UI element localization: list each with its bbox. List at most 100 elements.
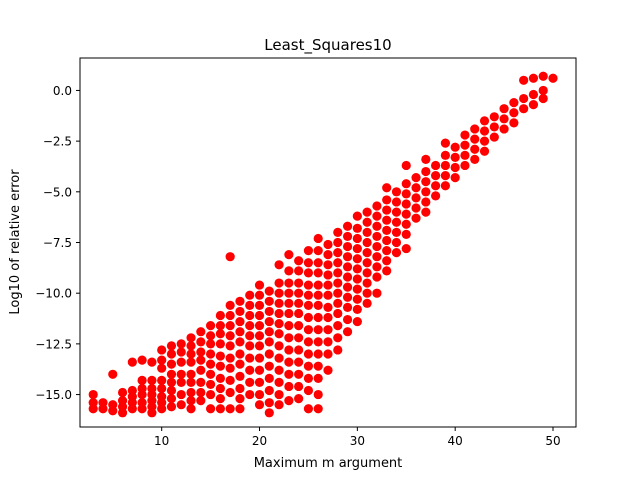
data-point	[479, 126, 490, 136]
data-point	[176, 369, 186, 379]
data-point	[391, 217, 402, 227]
data-point	[303, 280, 314, 290]
y-tick-label: 0.0	[53, 84, 72, 98]
data-point	[342, 252, 353, 262]
data-point	[450, 162, 460, 173]
data-point	[372, 252, 382, 262]
data-point	[313, 280, 323, 290]
data-point	[313, 404, 323, 414]
data-point	[166, 359, 177, 369]
data-point	[372, 262, 382, 272]
data-point	[352, 243, 362, 254]
data-point	[166, 377, 177, 387]
data-point	[333, 333, 343, 343]
data-point	[431, 191, 441, 201]
data-point	[294, 345, 304, 355]
data-point	[440, 181, 450, 191]
data-point	[401, 179, 411, 189]
y-tick-label: −5.0	[43, 185, 72, 199]
data-point	[245, 321, 255, 331]
y-axis-label: Log10 of relative error	[8, 169, 23, 315]
data-point	[391, 227, 402, 237]
data-point	[313, 312, 323, 323]
data-point	[421, 154, 431, 164]
data-point	[274, 288, 284, 298]
data-point	[519, 75, 529, 85]
data-point	[372, 231, 382, 242]
y-tick-label: −2.5	[43, 135, 72, 149]
data-point	[313, 268, 323, 278]
data-point	[254, 353, 265, 363]
x-tick-label: 30	[350, 434, 365, 448]
data-points	[88, 71, 558, 418]
data-point	[294, 308, 304, 319]
data-point	[440, 138, 450, 148]
data-point	[215, 351, 225, 361]
data-point	[176, 339, 186, 349]
data-point	[196, 387, 206, 398]
data-point	[245, 300, 255, 310]
data-point	[254, 389, 265, 400]
data-point	[313, 325, 323, 335]
data-point	[333, 288, 343, 298]
data-point	[352, 294, 362, 304]
data-point	[196, 337, 206, 347]
data-point	[98, 404, 108, 414]
data-point	[313, 300, 323, 310]
data-point	[176, 377, 186, 387]
data-point	[323, 337, 333, 347]
data-point	[294, 288, 304, 298]
data-point	[499, 124, 509, 134]
data-point	[284, 288, 294, 298]
data-point	[528, 89, 539, 100]
data-point	[382, 215, 392, 225]
data-point	[450, 173, 460, 183]
data-point	[362, 207, 372, 217]
data-point	[333, 308, 343, 319]
data-point	[264, 327, 274, 337]
data-point	[421, 177, 431, 187]
data-point	[333, 268, 343, 278]
data-point	[323, 302, 333, 312]
data-point	[235, 316, 245, 327]
data-point	[127, 357, 137, 367]
data-point	[323, 239, 333, 250]
data-point	[137, 404, 147, 414]
data-point	[342, 262, 353, 272]
data-point	[538, 85, 548, 96]
data-point	[196, 327, 206, 337]
data-point	[215, 383, 225, 394]
data-point	[245, 290, 255, 300]
data-point	[342, 231, 353, 242]
data-point	[352, 233, 362, 244]
data-point	[225, 321, 235, 331]
data-point	[489, 112, 499, 122]
data-point	[431, 160, 441, 171]
data-point	[264, 286, 274, 296]
data-point	[196, 347, 206, 357]
data-point	[254, 300, 265, 310]
data-point	[479, 136, 490, 146]
data-point	[235, 349, 245, 359]
data-point	[401, 229, 411, 239]
data-point	[176, 389, 186, 400]
data-point	[284, 278, 294, 288]
data-point	[274, 329, 284, 339]
data-point	[274, 298, 284, 308]
data-point	[284, 333, 294, 343]
data-point	[391, 237, 402, 248]
data-point	[401, 209, 411, 219]
data-point	[372, 201, 382, 211]
data-point	[362, 278, 372, 288]
data-point	[284, 266, 294, 276]
data-point	[470, 134, 480, 144]
data-point	[235, 371, 245, 381]
data-point	[323, 325, 333, 335]
data-point	[333, 321, 343, 331]
data-point	[245, 331, 255, 341]
data-point	[235, 337, 245, 347]
data-point	[206, 369, 216, 379]
data-point	[166, 385, 177, 396]
data-point	[225, 363, 235, 373]
data-point	[333, 258, 343, 268]
